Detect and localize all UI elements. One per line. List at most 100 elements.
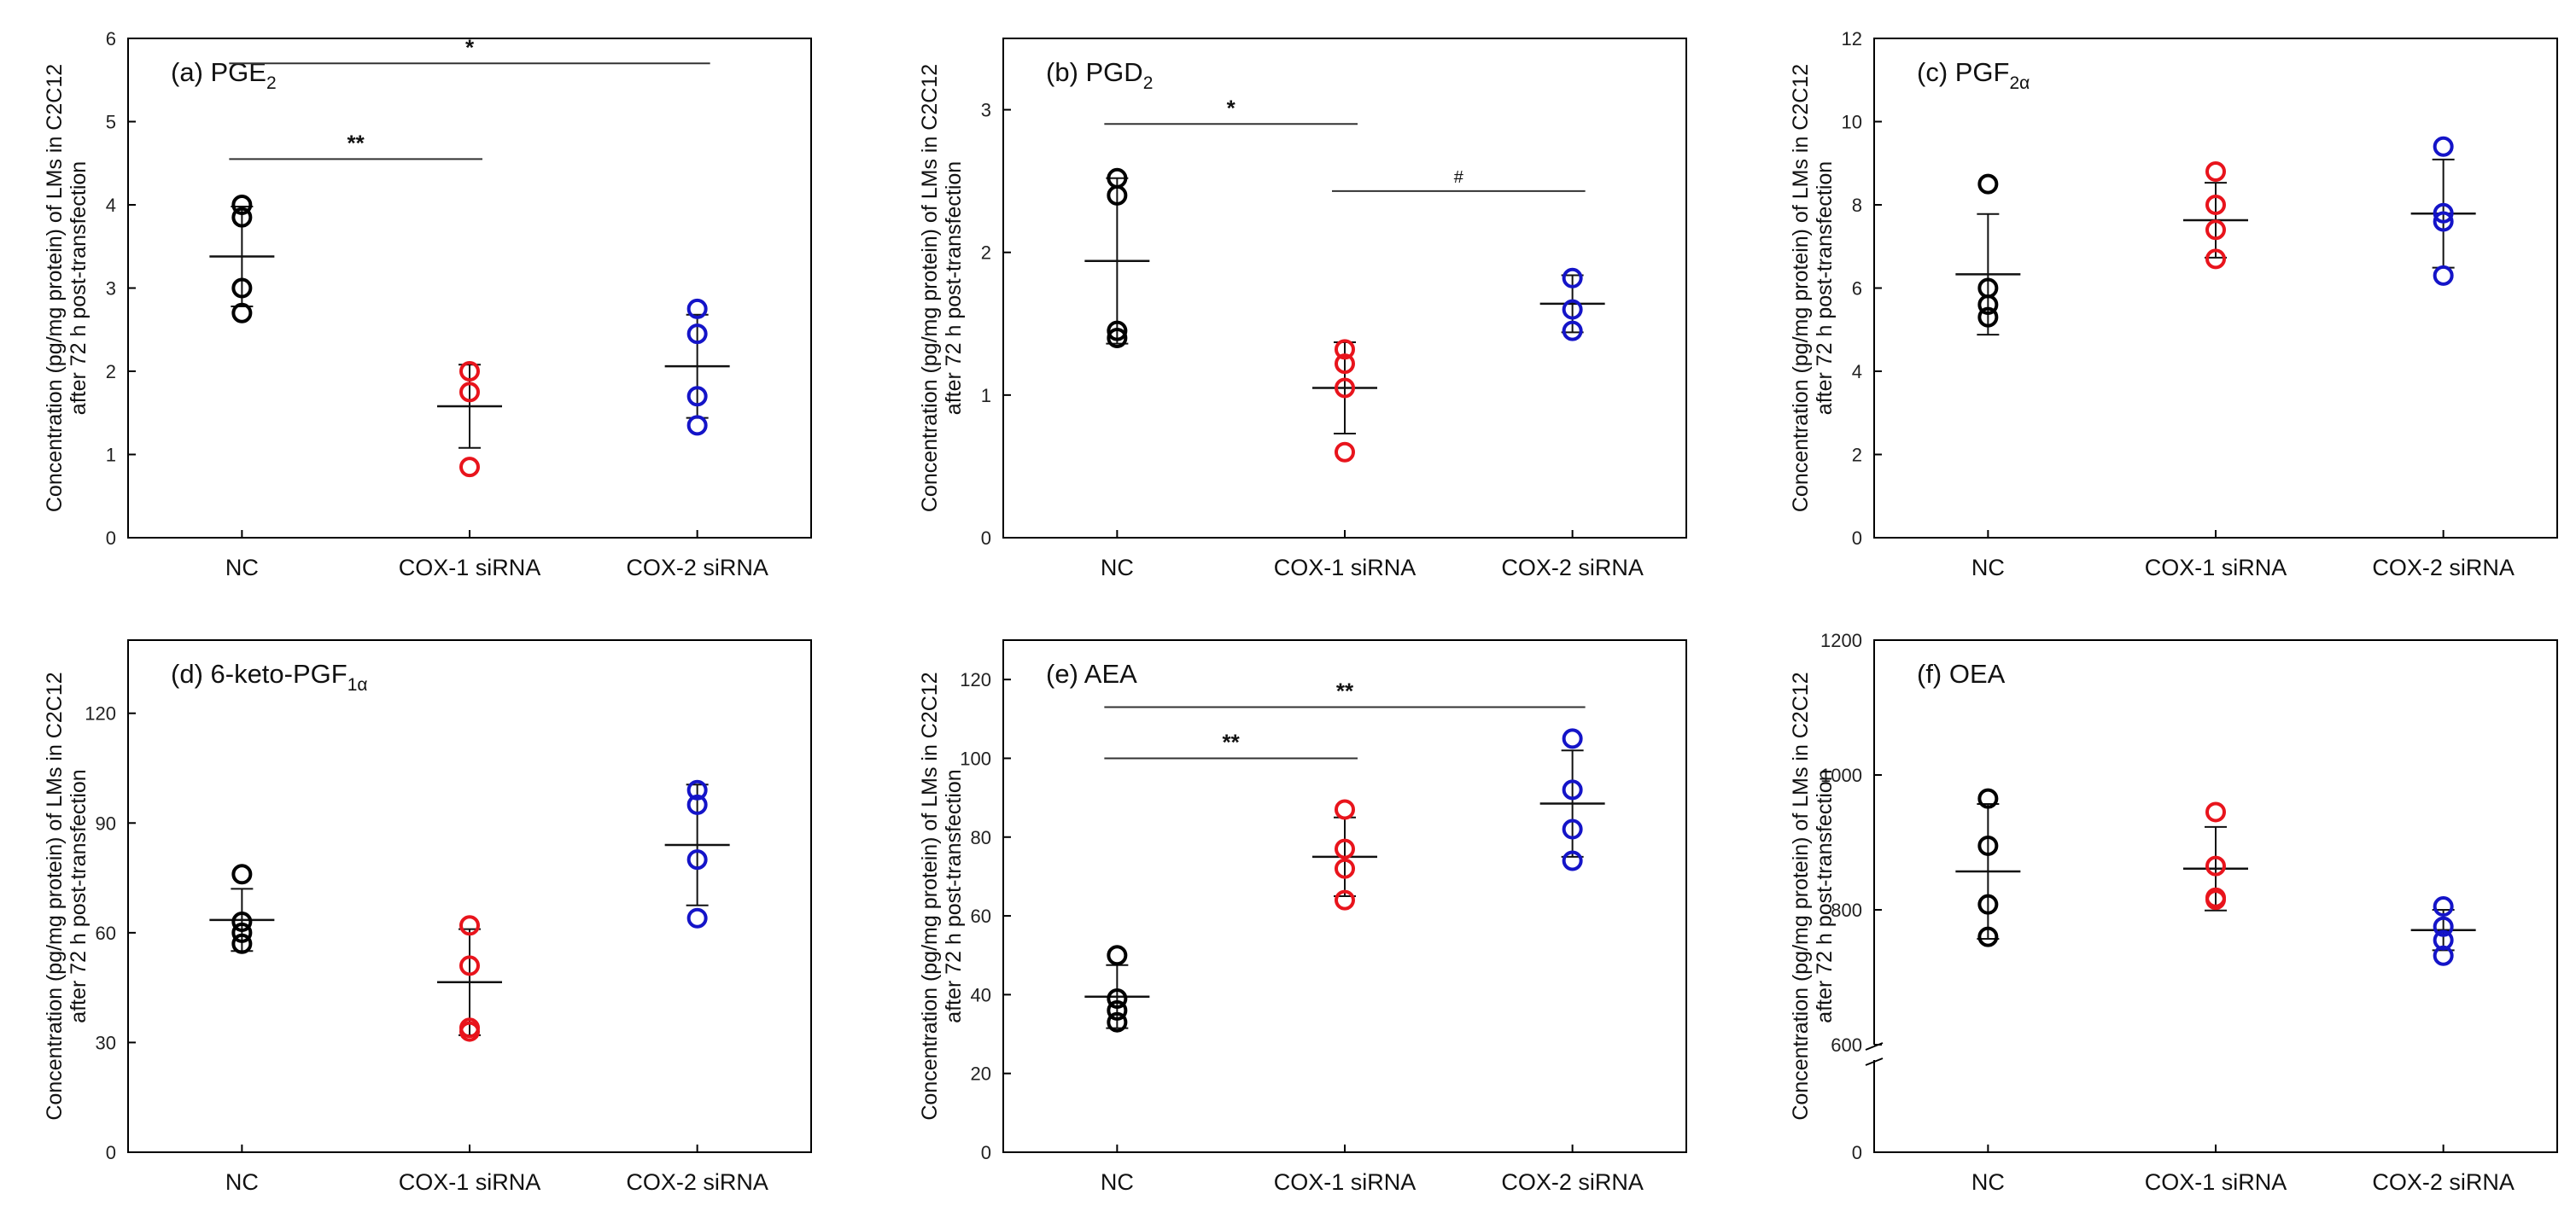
x-category-label: COX-1 siRNA — [1274, 1169, 1417, 1195]
y-tick-label: 600 — [1831, 1034, 1862, 1056]
panel-title-subscript: 2α — [2010, 73, 2030, 93]
y-tick-label: 2 — [1852, 445, 1862, 466]
plot-frame — [128, 38, 811, 538]
y-axis-label-line-1: Concentration (pg/mg protein) of LMs in … — [43, 672, 67, 1120]
data-point — [689, 910, 706, 927]
y-tick-label: 0 — [981, 527, 991, 549]
y-axis-label-line-2: after 72 h post-transfection — [942, 769, 966, 1022]
data-point — [2435, 267, 2452, 284]
plot-frame — [128, 640, 811, 1152]
y-tick-label: 0 — [1852, 527, 1862, 549]
data-point — [2435, 138, 2452, 155]
x-category-label: COX-2 siRNA — [2372, 555, 2515, 580]
y-tick-label: 4 — [1852, 361, 1862, 382]
panel-title-text: (a) PGE — [171, 57, 266, 87]
y-tick-label: 0 — [106, 1142, 116, 1163]
panel-title-text: (e) AEA — [1046, 659, 1137, 689]
y-tick-label: 0 — [106, 527, 116, 549]
chart-panel-6: 0 600 800 1000 1200 NC COX-1 siRNA COX-2 siRNA C… — [1789, 630, 2557, 1195]
y-tick-label: 120 — [960, 669, 991, 690]
y-tick-label: 100 — [960, 748, 991, 769]
data-point — [689, 417, 706, 434]
y-tick-label: 60 — [96, 923, 116, 944]
data-point — [461, 458, 478, 475]
y-tick-label: 2 — [106, 361, 116, 382]
data-point — [1979, 176, 1996, 193]
y-tick-label: 10 — [1842, 112, 1862, 133]
x-category-label: COX-2 siRNA — [1501, 1169, 1644, 1195]
y-tick-label: 0 — [981, 1142, 991, 1163]
x-category-label: NC — [225, 1169, 259, 1195]
y-axis-label-line-2: after 72 h post-transfection — [1813, 161, 1837, 415]
panel-title-text: (c) PGF — [1917, 57, 2010, 87]
y-tick-label: 1200 — [1820, 630, 1862, 651]
panel-title-subscript: 2 — [266, 73, 277, 93]
y-tick-label: 4 — [106, 195, 116, 216]
data-point — [233, 865, 250, 883]
y-tick-label: 40 — [971, 984, 991, 1005]
y-tick-label: 6 — [1852, 278, 1862, 300]
y-tick-label: 30 — [96, 1032, 116, 1053]
chart-panel-4: 0 30 60 90 120 NC COX-1 siRNA COX-2 siRNA Concen… — [43, 640, 811, 1195]
y-tick-label: 1 — [981, 385, 991, 406]
x-category-label: COX-2 siRNA — [2372, 1169, 2515, 1195]
significance-label: ** — [1336, 678, 1354, 703]
y-tick-label: 1 — [106, 445, 116, 466]
panel-title: (b) PGD2 — [1046, 57, 1153, 93]
panel-title: (c) PGF2α — [1917, 57, 2030, 93]
data-point — [1336, 444, 1353, 461]
panel-title-text: (d) 6-keto-PGF — [171, 659, 348, 689]
x-category-label: COX-2 siRNA — [626, 555, 768, 580]
x-category-label: NC — [1971, 555, 2005, 580]
y-tick-label: 120 — [85, 703, 116, 725]
panel-title-text: (f) OEA — [1917, 659, 2006, 689]
y-tick-label: 3 — [981, 100, 991, 121]
data-point — [1336, 801, 1353, 818]
y-tick-label: 90 — [96, 813, 116, 834]
x-category-label: COX-1 siRNA — [1274, 555, 1417, 580]
x-category-label: COX-1 siRNA — [399, 1169, 541, 1195]
y-axis-label-line-1: Concentration (pg/mg protein) of LMs in … — [1789, 672, 1813, 1120]
x-category-label: COX-1 siRNA — [2145, 1169, 2287, 1195]
y-axis-label-line-2: after 72 h post-transfection — [1813, 769, 1837, 1022]
y-axis-label-line-1: Concentration (pg/mg protein) of LMs in … — [43, 64, 67, 512]
y-tick-label: 8 — [1852, 195, 1862, 216]
y-axis-label-line-1: Concentration (pg/mg protein) of LMs in … — [1789, 64, 1813, 512]
chart-panel-1: 0 1 2 3 4 5 6 NC COX-1 siRNA COX-2 siRNA Concentra… — [43, 28, 811, 580]
x-category-label: COX-2 siRNA — [1501, 555, 1644, 580]
significance-label: ** — [348, 130, 365, 155]
panel-title: (f) OEA — [1917, 659, 2006, 689]
x-category-label: NC — [1101, 1169, 1134, 1195]
significance-label: ** — [1223, 729, 1241, 754]
x-category-label: NC — [225, 555, 259, 580]
x-category-label: NC — [1971, 1169, 2005, 1195]
y-tick-label: 80 — [971, 827, 991, 848]
data-point — [1564, 730, 1581, 747]
x-category-label: NC — [1101, 555, 1134, 580]
y-tick-label: 5 — [106, 112, 116, 133]
panel-title: (e) AEA — [1046, 659, 1137, 689]
y-axis-label-line-1: Concentration (pg/mg protein) of LMs in … — [918, 672, 942, 1120]
y-tick-label: 6 — [106, 28, 116, 50]
data-point — [2207, 803, 2224, 820]
x-category-label: COX-1 siRNA — [2145, 555, 2287, 580]
data-point — [2207, 163, 2224, 180]
data-point — [1108, 947, 1125, 964]
plot-frame — [1003, 38, 1686, 538]
y-axis-label-line-2: after 72 h post-transfection — [67, 161, 91, 415]
y-tick-label: 20 — [971, 1063, 991, 1085]
y-axis-label-line-2: after 72 h post-transfection — [942, 161, 966, 415]
y-tick-label: 3 — [106, 278, 116, 300]
significance-label: # — [1454, 168, 1464, 187]
x-category-label: COX-1 siRNA — [399, 555, 541, 580]
significance-label: * — [1227, 95, 1236, 120]
significance-label: * — [465, 34, 475, 60]
y-axis-label-line-2: after 72 h post-transfection — [67, 769, 91, 1022]
y-tick-label: 60 — [971, 906, 991, 927]
y-axis-label-line-1: Concentration (pg/mg protein) of LMs in … — [918, 64, 942, 512]
x-category-label: COX-2 siRNA — [626, 1169, 768, 1195]
y-tick-label: 2 — [981, 242, 991, 264]
panel-title-text: (b) PGD — [1046, 57, 1143, 87]
chart-panel-2: 0 1 2 3 NC COX-1 siRNA COX-2 siRNA Concentratio… — [918, 38, 1686, 580]
panel-title: (d) 6-keto-PGF1α — [171, 659, 368, 695]
